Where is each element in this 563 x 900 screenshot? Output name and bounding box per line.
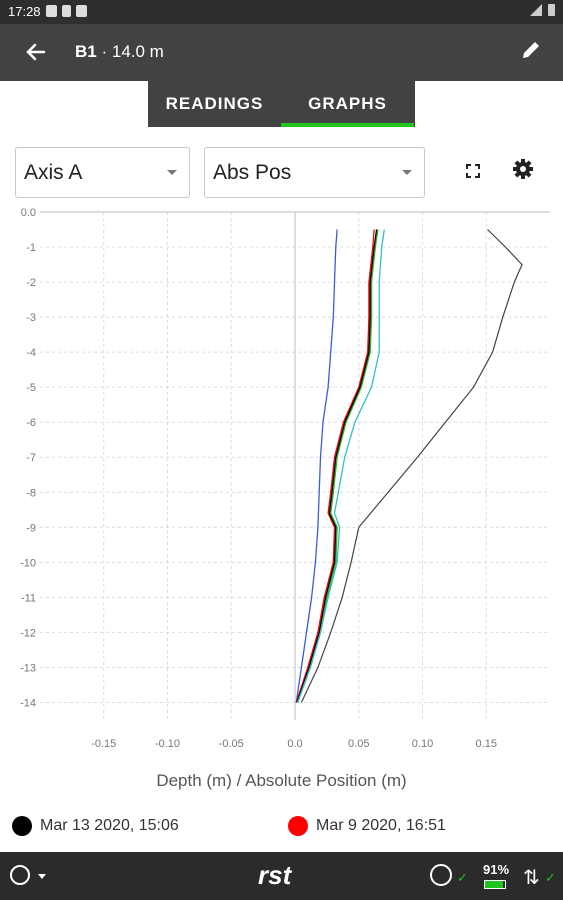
battery-status-icon	[548, 4, 555, 16]
check-icon: ✓	[545, 870, 556, 885]
x-tick-label: 0.15	[476, 738, 497, 750]
legend-label: Mar 13 2020, 15:06	[40, 817, 179, 834]
gps-icon[interactable]	[430, 864, 452, 886]
series-line	[295, 229, 338, 703]
usb-icon[interactable]: ⇅	[523, 867, 540, 889]
series-line	[296, 229, 379, 703]
y-tick-label: -2	[26, 277, 36, 289]
tab-graphs[interactable]: GRAPHS	[281, 81, 414, 127]
y-tick-label: 0.0	[21, 207, 36, 219]
y-tick-label: -7	[26, 452, 36, 464]
y-tick-label: -1	[26, 242, 36, 254]
x-tick-label: 0.0	[287, 738, 302, 750]
chart-axes	[40, 211, 550, 720]
pencil-icon[interactable]	[517, 38, 545, 66]
signal-icon	[530, 4, 542, 16]
page-title: B1 · 14.0 m	[75, 42, 164, 62]
y-tick-label: -8	[26, 487, 36, 499]
rst-logo: rst	[258, 860, 292, 890]
axis-select[interactable]: Axis A	[15, 147, 190, 198]
y-tick-label: -9	[26, 522, 36, 534]
y-tick-label: -6	[26, 417, 36, 429]
x-tick-label: -0.10	[155, 738, 180, 750]
arrow-left-icon[interactable]	[22, 38, 50, 66]
system-status	[530, 4, 555, 16]
status-bar: 17:28	[0, 0, 563, 24]
download-notification-icon	[62, 5, 71, 17]
depth-position-chart: -0.15 -0.10 -0.05 0.0 0.05 0.10 0.15 0.0 -1 -2 -3…	[20, 207, 550, 750]
legend-item: Mar 13 2020, 15:06	[12, 816, 179, 836]
battery-icon	[484, 880, 506, 889]
legend-item: Mar 9 2020, 16:51	[288, 816, 446, 836]
y-tick-label: -14	[20, 697, 36, 709]
chart-series	[295, 229, 523, 703]
mode-select[interactable]: Abs Pos	[204, 147, 425, 198]
chart-title: Depth (m) / Absolute Position (m)	[156, 771, 407, 790]
app-notification-icon	[76, 5, 87, 17]
borehole-name: B1	[75, 42, 97, 61]
chevron-down-icon[interactable]	[38, 874, 46, 879]
x-tick-labels: -0.15 -0.10 -0.05 0.0 0.05 0.10 0.15	[91, 738, 497, 750]
title-separator: ·	[101, 42, 108, 61]
fullscreen-icon[interactable]	[462, 160, 484, 182]
app-bar: B1 · 14.0 m	[0, 24, 563, 81]
image-notification-icon	[46, 5, 57, 17]
series-line	[296, 229, 385, 703]
mode-select-value: Abs Pos	[213, 161, 292, 184]
status-time: 17:28	[8, 4, 41, 19]
y-tick-label: -3	[26, 312, 36, 324]
borehole-length: 14.0 m	[111, 42, 164, 61]
series-line	[295, 229, 375, 703]
y-tick-label: -10	[20, 557, 36, 569]
battery-percent: 91%	[483, 862, 510, 877]
y-tick-label: -4	[26, 347, 36, 359]
bottom-bar: rst ✓ 91% ⇅ ✓	[0, 852, 563, 900]
tab-readings[interactable]: READINGS	[165, 94, 264, 113]
battery-fill	[485, 881, 504, 888]
tab-bar: READINGS GRAPHS	[148, 81, 415, 127]
y-tick-label: -12	[20, 627, 36, 639]
series-line	[296, 229, 378, 703]
notification-icons	[46, 5, 87, 17]
chevron-down-icon	[402, 170, 412, 175]
legend-label: Mar 9 2020, 16:51	[316, 817, 446, 834]
x-tick-label: -0.15	[91, 738, 116, 750]
y-tick-labels: 0.0 -1 -2 -3 -4 -5 -6 -7 -8 -9 -10 -11 -12 -13 -14	[20, 207, 36, 709]
y-tick-label: -5	[26, 382, 36, 394]
x-tick-label: -0.05	[219, 738, 244, 750]
legend-dot	[288, 816, 308, 836]
x-tick-label: 0.05	[348, 738, 369, 750]
x-tick-label: 0.10	[412, 738, 433, 750]
y-tick-label: -11	[21, 592, 36, 604]
compass-icon[interactable]	[10, 865, 30, 885]
chevron-down-icon	[167, 170, 177, 175]
series-line	[300, 229, 523, 703]
gear-icon[interactable]	[510, 156, 536, 182]
legend-dot	[12, 816, 32, 836]
y-tick-label: -13	[20, 662, 36, 674]
axis-select-value: Axis A	[24, 161, 83, 184]
check-icon: ✓	[457, 870, 468, 885]
